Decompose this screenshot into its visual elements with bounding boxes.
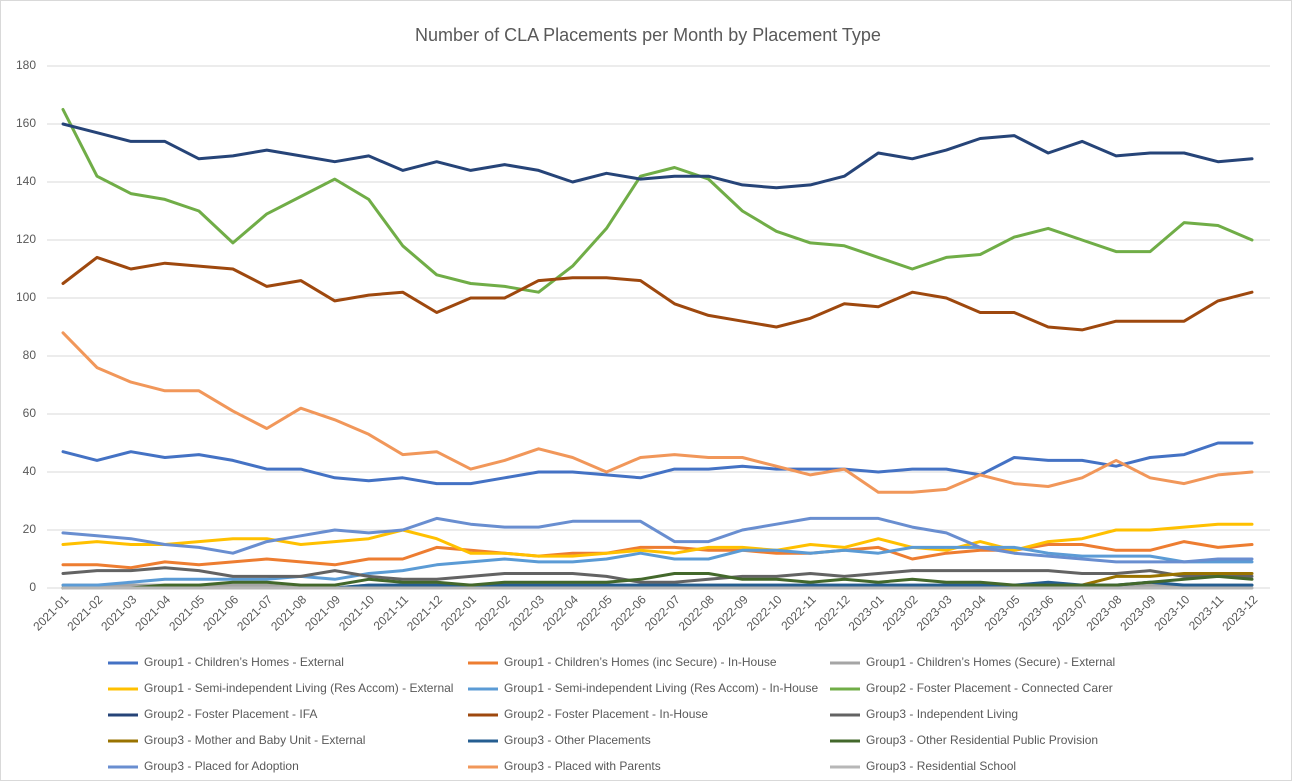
y-tick-label: 180	[16, 58, 36, 72]
legend-label: Group3 - Other Residential Public Provis…	[866, 733, 1098, 747]
y-tick-label: 80	[23, 348, 37, 362]
legend-label: Group1 - Semi-independent Living (Res Ac…	[504, 681, 818, 695]
y-tick-label: 40	[23, 464, 37, 478]
series-line	[61, 441, 1254, 486]
legend-label: Group3 - Other Placements	[504, 733, 651, 747]
legend-label: Group1 - Semi-independent Living (Res Ac…	[144, 681, 453, 695]
y-tick-label: 140	[16, 174, 36, 188]
legend-label: Group2 - Foster Placement - In-House	[504, 707, 708, 721]
legend-label: Group3 - Placed for Adoption	[144, 759, 299, 773]
legend-label: Group3 - Residential School	[866, 759, 1016, 773]
y-tick-label: 60	[23, 406, 37, 420]
y-tick-label: 120	[16, 232, 36, 246]
legend-label: Group2 - Foster Placement - Connected Ca…	[866, 681, 1113, 695]
series-line	[61, 572, 1254, 590]
y-tick-label: 160	[16, 116, 36, 130]
series-line	[61, 255, 1254, 332]
series-line	[61, 108, 1254, 294]
y-tick-label: 0	[29, 580, 36, 594]
series-line	[61, 331, 1254, 494]
y-tick-label: 100	[16, 290, 36, 304]
series-line	[61, 545, 1254, 587]
legend-label: Group3 - Mother and Baby Unit - External	[144, 733, 365, 747]
legend-label: Group1 - Children’s Homes (inc Secure) -…	[504, 655, 777, 669]
legend-label: Group1 - Children’s Homes - External	[144, 655, 344, 669]
chart-title: Number of CLA Placements per Month by Pl…	[415, 25, 881, 45]
series-line	[61, 516, 1254, 564]
series-line	[61, 566, 1254, 584]
series-line	[61, 540, 1254, 570]
series-line	[61, 522, 1254, 558]
y-tick-label: 20	[23, 522, 37, 536]
series-line	[61, 122, 1254, 190]
legend-label: Group3 - Independent Living	[866, 707, 1018, 721]
legend-label: Group1 - Children’s Homes (Secure) - Ext…	[866, 655, 1115, 669]
legend-label: Group3 - Placed with Parents	[504, 759, 661, 773]
legend-label: Group2 - Foster Placement - IFA	[144, 707, 317, 721]
